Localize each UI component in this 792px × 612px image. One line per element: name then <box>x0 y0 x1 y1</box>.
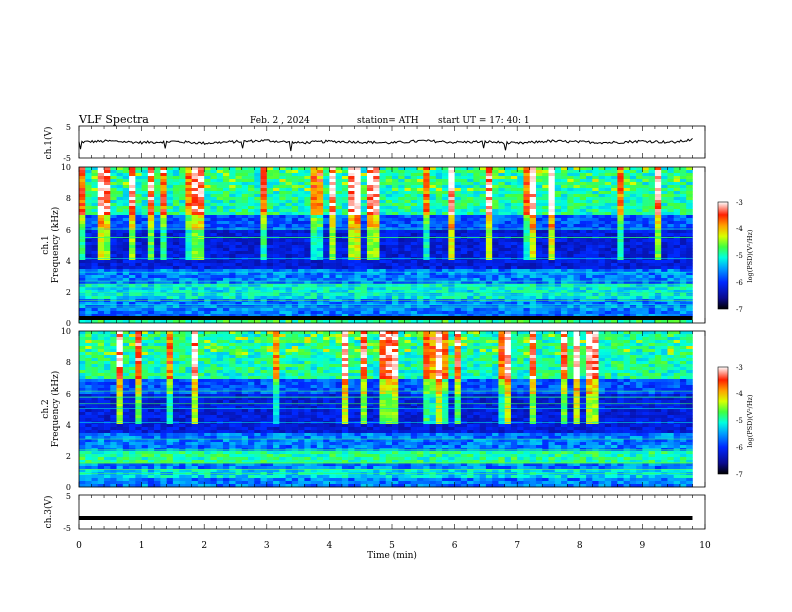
ch2-ytick-4: 4 <box>66 421 71 430</box>
ch1-ytick-4: 4 <box>66 257 71 266</box>
ch3-ytick-top: 5 <box>66 492 71 501</box>
ch2-colorbar-tick-3: -3 <box>736 364 743 372</box>
ch1-colorbar-tick-6: -6 <box>736 279 743 287</box>
x-axis-tick-labels: 0 1 2 3 4 5 6 7 8 9 10 <box>76 541 711 551</box>
ch2-spectrogram-image <box>79 331 693 488</box>
ch1-spectrogram-panel: 0 2 4 6 8 10 ch.1 Frequency (kHz) <box>41 163 706 328</box>
ch3-waveform-panel: 5 -5 ch.3(V) <box>43 492 706 533</box>
xtick-label-9: 9 <box>640 541 646 551</box>
ch1-waveform-trace <box>78 138 693 152</box>
ch2-ytick-8: 8 <box>66 358 71 367</box>
xtick-label-5: 5 <box>389 541 395 551</box>
ch1-ylabel: ch.1(V) <box>43 127 54 160</box>
ch2-colorbar-tick-7: -7 <box>736 471 743 479</box>
ch1-ytick-top: 5 <box>66 123 71 132</box>
ch2-colorbar-tick-5: -5 <box>736 417 743 425</box>
ch1-colorbar: -3 -4 -5 -6 -7 log(PSD)(V²/Hz) <box>717 199 754 314</box>
ch1-channel-label: ch.1 <box>41 235 51 254</box>
xtick-label-3: 3 <box>264 541 270 551</box>
xtick-label-0: 0 <box>76 541 82 551</box>
ch2-colorbar-tick-4: -4 <box>736 390 743 398</box>
ch2-ytick-10: 10 <box>61 327 71 336</box>
xtick-label-2: 2 <box>201 541 207 551</box>
xtick-label-4: 4 <box>327 541 333 551</box>
x-axis-ticks <box>78 126 706 529</box>
ch1-colorbar-gradient <box>717 201 729 310</box>
ch2-ytick-6: 6 <box>66 390 71 399</box>
ch1-ytick-0: 0 <box>66 319 71 328</box>
ch1-ytick-bottom: -5 <box>63 154 71 163</box>
xtick-label-10: 10 <box>699 541 711 551</box>
ch2-spectrogram-panel: 0 2 4 6 8 10 ch.2 Frequency (kHz) <box>41 327 706 492</box>
ch1-spectrogram-image <box>79 167 693 324</box>
station-label: station= ATH <box>357 116 419 126</box>
ch3-ylabel: ch.3(V) <box>43 496 54 529</box>
x-axis-label: Time (min) <box>367 550 417 561</box>
ch1-ytick-6: 6 <box>66 226 71 235</box>
ch2-ytick-2: 2 <box>66 452 71 461</box>
ch1-colorbar-tick-4: -4 <box>736 225 743 233</box>
ch2-channel-label: ch.2 <box>41 399 51 418</box>
ch2-ytick-0: 0 <box>66 483 71 492</box>
start-time-label: start UT = 17: 40: 1 <box>438 116 530 126</box>
ch1-frequency-label: Frequency (kHz) <box>50 207 61 284</box>
ch1-colorbar-tick-3: -3 <box>736 199 743 207</box>
ch2-colorbar-gradient <box>717 366 729 475</box>
figure-title: VLF Spectra <box>78 113 149 126</box>
ch1-waveform-panel: 5 -5 ch.1(V) <box>43 123 706 163</box>
ch1-ytick-10: 10 <box>61 163 71 172</box>
xtick-label-6: 6 <box>452 541 458 551</box>
ch3-ytick-bottom: -5 <box>63 524 71 533</box>
xtick-label-1: 1 <box>139 541 145 551</box>
ch1-colorbar-label: log(PSD)(V²/Hz) <box>746 229 754 282</box>
ch2-colorbar-tick-6: -6 <box>736 444 743 452</box>
ch1-ytick-2: 2 <box>66 288 71 297</box>
ch2-colorbar-label: log(PSD)(V²/Hz) <box>746 394 754 447</box>
ch1-ytick-8: 8 <box>66 194 71 203</box>
ch2-frequency-label: Frequency (kHz) <box>50 371 61 448</box>
ch2-colorbar: -3 -4 -5 -6 -7 log(PSD)(V²/Hz) <box>717 364 754 479</box>
date-label: Feb. 2 , 2024 <box>250 116 310 126</box>
ch3-waveform-frame <box>78 494 706 530</box>
ch1-colorbar-tick-5: -5 <box>736 252 743 260</box>
ch1-colorbar-tick-7: -7 <box>736 306 743 314</box>
xtick-label-8: 8 <box>577 541 583 551</box>
xtick-label-7: 7 <box>514 541 520 551</box>
